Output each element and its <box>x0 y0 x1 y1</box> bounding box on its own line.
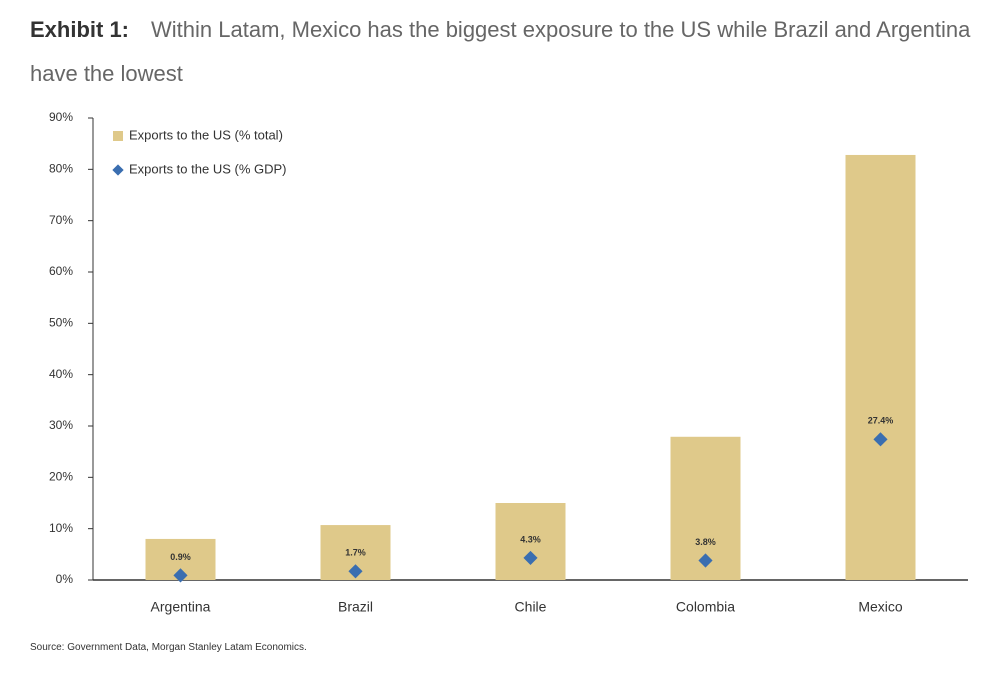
legend-swatch <box>113 131 123 141</box>
marker <box>348 564 363 579</box>
legend-label: Exports to the US (% total) <box>129 127 283 142</box>
y-tick-label: 90% <box>49 110 73 124</box>
x-tick-label: Chile <box>515 599 547 615</box>
marker <box>173 568 188 583</box>
y-tick-label: 0% <box>56 572 74 586</box>
marker <box>873 432 888 447</box>
x-tick-label: Brazil <box>338 599 373 615</box>
bar <box>495 503 566 580</box>
marker <box>523 550 538 565</box>
y-tick-label: 20% <box>49 470 73 484</box>
y-tick-label: 40% <box>49 367 73 381</box>
data-label: 27.4% <box>868 416 894 426</box>
x-tick-label: Argentina <box>151 599 211 615</box>
y-tick-label: 80% <box>49 162 73 176</box>
y-tick-label: 30% <box>49 418 73 432</box>
data-label: 3.8% <box>695 537 716 547</box>
legend-swatch <box>112 164 124 176</box>
y-tick-label: 10% <box>49 521 73 535</box>
bar <box>845 154 916 580</box>
data-label: 0.9% <box>170 552 191 562</box>
exhibit-label: Exhibit 1: <box>30 17 130 42</box>
header: Exhibit 1: Within Latam, Mexico has the b… <box>30 8 980 96</box>
x-tick-label: Mexico <box>858 599 903 615</box>
data-label: 1.7% <box>345 548 366 558</box>
source-note: Source: Government Data, Morgan Stanley … <box>30 642 307 653</box>
marker <box>698 553 713 568</box>
y-tick-label: 70% <box>49 213 73 227</box>
y-tick-label: 50% <box>49 316 73 330</box>
y-tick-label: 60% <box>49 264 73 278</box>
legend-label: Exports to the US (% GDP) <box>129 161 287 176</box>
x-tick-label: Colombia <box>676 599 735 615</box>
chart-title: Within Latam, Mexico has the biggest exp… <box>30 17 971 86</box>
data-label: 4.3% <box>520 534 541 544</box>
